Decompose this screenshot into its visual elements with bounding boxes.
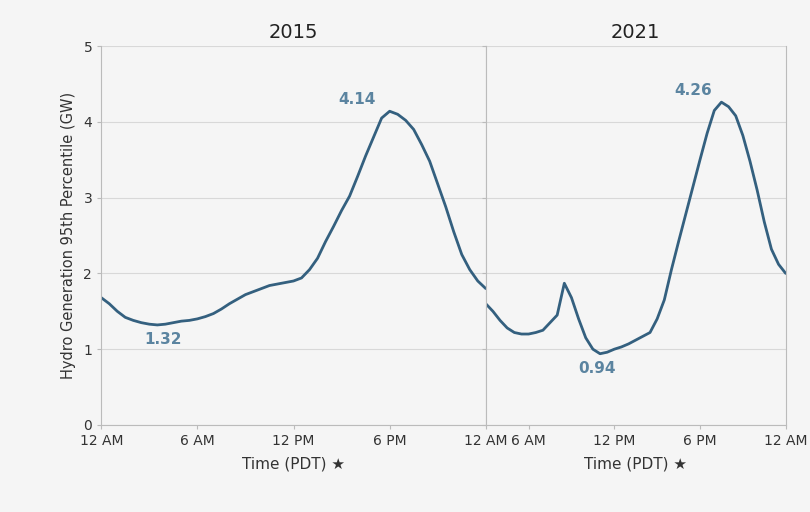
Text: 4.14: 4.14 xyxy=(339,92,376,106)
X-axis label: Time (PDT) ★: Time (PDT) ★ xyxy=(242,456,345,472)
X-axis label: Time (PDT) ★: Time (PDT) ★ xyxy=(584,456,687,472)
Title: 2021: 2021 xyxy=(611,23,660,42)
Text: 4.26: 4.26 xyxy=(674,82,712,98)
Y-axis label: Hydro Generation 95th Percentile (GW): Hydro Generation 95th Percentile (GW) xyxy=(62,92,76,379)
Text: 0.94: 0.94 xyxy=(578,360,616,376)
Title: 2015: 2015 xyxy=(269,23,318,42)
Text: 1.32: 1.32 xyxy=(144,332,182,347)
